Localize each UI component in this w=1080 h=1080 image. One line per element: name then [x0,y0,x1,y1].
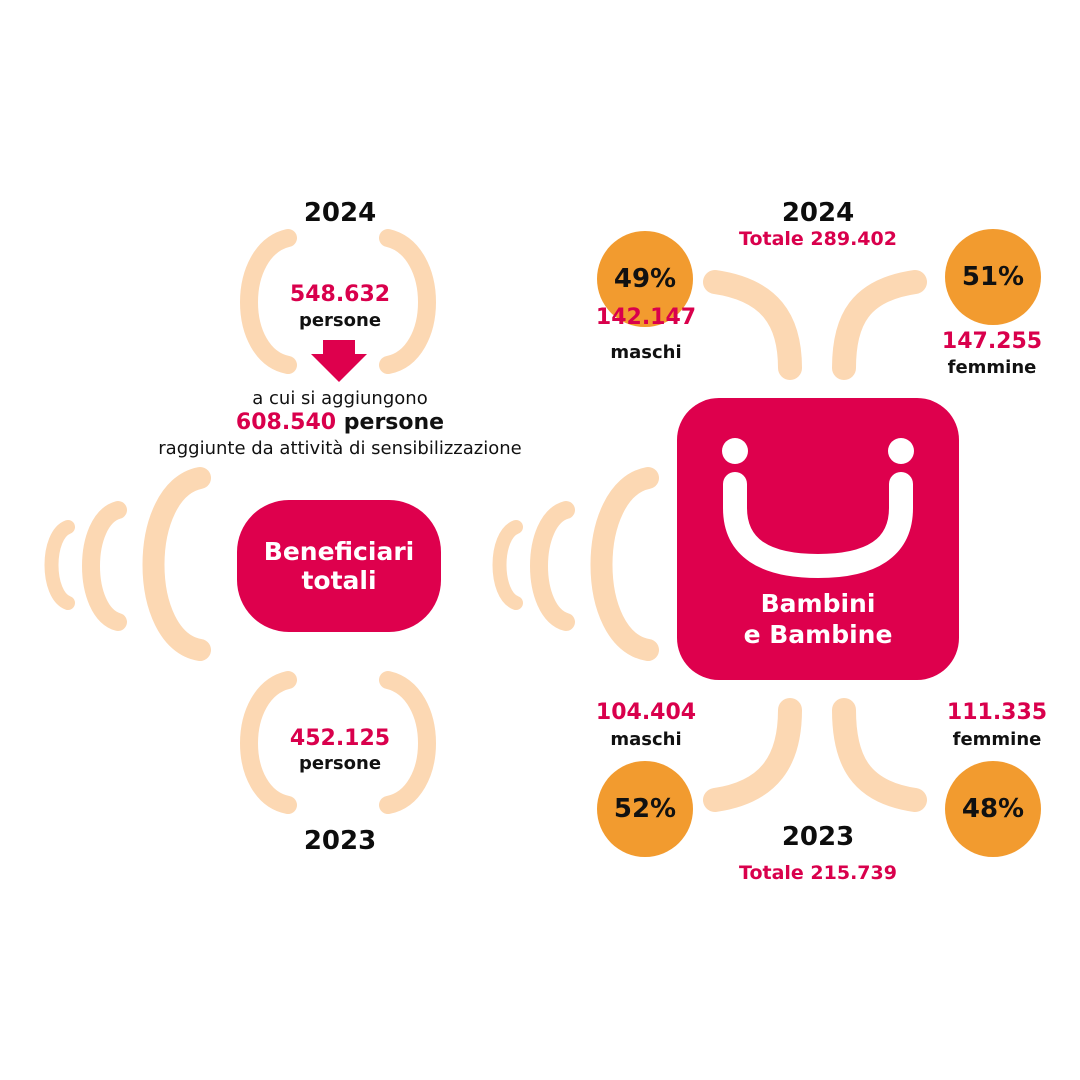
extra-unit: persone [343,410,445,435]
left-unit-2024: persone [298,310,382,331]
connector-2023-male [703,698,802,812]
female-label-2024: femmine [947,357,1037,378]
pct-male-2024-circle: 49% [597,231,693,327]
children-square: Bambini e Bambine [677,398,959,680]
right-total-2024: Totale 289.402 [739,228,897,250]
female-label-2023: femmine [952,729,1042,750]
arrow-down-icon [311,340,367,382]
male-label-2024: maschi [610,342,682,363]
extra-intro-text: a cui si aggiungono [252,388,428,409]
square-line-1: Bambini [760,589,876,618]
bracket-left-mid [82,501,127,631]
pct-male-2024: 49% [613,264,677,294]
female-count-2024: 147.255 [941,329,1043,354]
extra-value: 608.540 [235,410,337,435]
left-year-2024: 2024 [303,198,377,228]
pct-male-2023: 52% [613,794,677,824]
connector-2024-female [832,270,927,380]
left-year-2023: 2023 [303,826,377,856]
connector-2024-male [703,270,802,380]
right-year-2023: 2023 [781,822,855,852]
extra-description: raggiunte da attività di sensibilizzazio… [158,438,522,459]
left-value-2023: 452.125 [289,726,391,751]
pct-female-2023-circle: 48% [945,761,1041,857]
bracket-left-2023-close [379,671,436,814]
bracket-right-mid [530,501,575,631]
male-label-2023: maschi [610,729,682,750]
left-value-2024: 548.632 [289,282,391,307]
pct-female-2023: 48% [961,794,1025,824]
square-line-2: e Bambine [743,620,893,649]
bracket-left-small [44,520,75,610]
pill-line-2: totali [301,566,377,595]
bracket-left-2024-open [240,229,297,374]
connector-2023-female [832,698,927,812]
smiley-icon [722,438,914,579]
female-count-2023: 111.335 [946,700,1048,725]
right-total-2023: Totale 215.739 [739,862,897,884]
bracket-right-big [590,467,659,661]
right-year-2024: 2024 [781,198,855,228]
male-count-2024: 142.147 [595,305,697,330]
pill-line-1: Beneficiari [263,537,415,566]
male-count-2023: 104.404 [595,700,697,725]
pct-female-2024: 51% [961,262,1025,292]
bracket-right-small [492,520,523,610]
bracket-left-big [142,467,211,661]
bracket-left-2024-close [379,229,436,374]
pct-male-2023-circle: 52% [597,761,693,857]
total-beneficiaries-pill: Beneficiari totali [237,500,441,632]
bracket-left-2023-open [240,671,297,814]
extra-people-line: 608.540 persone [100,410,580,435]
left-unit-2023: persone [298,753,382,774]
pct-female-2024-circle: 51% [945,229,1041,325]
